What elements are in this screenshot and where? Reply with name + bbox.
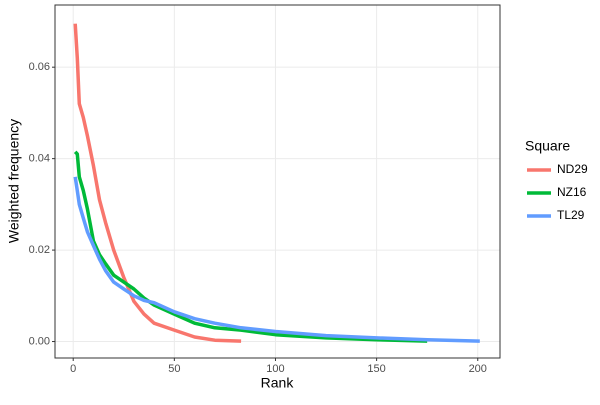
x-axis-title: Rank	[261, 375, 295, 391]
x-tick-label: 100	[266, 363, 284, 375]
grid	[55, 5, 500, 358]
x-tick-label: 0	[70, 363, 76, 375]
y-tick-label: 0.02	[29, 244, 50, 256]
y-tick-label: 0.06	[29, 61, 50, 73]
plot-lines	[73, 23, 480, 343]
series-line	[73, 150, 428, 343]
x-tick-label: 50	[168, 363, 180, 375]
y-tick-label: 0.04	[29, 153, 50, 165]
x-tick-label: 150	[367, 363, 385, 375]
y-axis-title: Weighted frequency	[6, 119, 22, 243]
legend-title: Square	[525, 138, 570, 154]
series-line	[73, 23, 242, 343]
series-line	[73, 176, 480, 343]
panel-border	[54, 4, 501, 359]
x-tick-label: 200	[469, 363, 487, 375]
legend-label: NZ16	[557, 185, 587, 199]
legend-label: ND29	[557, 162, 588, 176]
legend-label: TL29	[557, 208, 585, 222]
y-tick-label: 0.00	[29, 335, 50, 347]
